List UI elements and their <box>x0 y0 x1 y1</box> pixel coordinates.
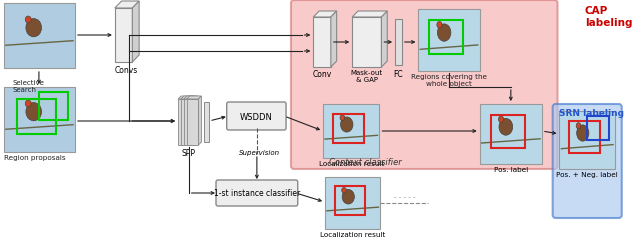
Ellipse shape <box>26 17 31 24</box>
Bar <box>352 18 381 68</box>
Text: CAP
labeling: CAP labeling <box>585 6 632 27</box>
Bar <box>178 100 189 145</box>
Bar <box>419 10 480 72</box>
Bar <box>4 88 75 152</box>
Polygon shape <box>132 2 139 63</box>
Ellipse shape <box>342 188 346 193</box>
Bar <box>184 100 196 145</box>
Text: Localization result: Localization result <box>319 231 385 237</box>
Polygon shape <box>352 12 387 18</box>
Ellipse shape <box>340 117 353 133</box>
Ellipse shape <box>26 19 42 38</box>
Polygon shape <box>115 2 139 9</box>
Polygon shape <box>181 97 196 100</box>
Bar <box>115 9 132 63</box>
Bar <box>181 100 193 145</box>
Text: Context classifier: Context classifier <box>328 158 401 166</box>
Bar <box>204 103 209 142</box>
Bar <box>333 114 364 144</box>
FancyBboxPatch shape <box>553 105 621 218</box>
Bar <box>325 177 380 229</box>
Ellipse shape <box>503 123 511 131</box>
Bar <box>187 100 198 145</box>
Polygon shape <box>187 97 202 100</box>
Bar <box>559 112 615 169</box>
Ellipse shape <box>26 101 31 108</box>
Text: Region proposals: Region proposals <box>4 154 65 160</box>
Ellipse shape <box>342 190 355 204</box>
Polygon shape <box>196 97 198 145</box>
FancyBboxPatch shape <box>227 103 286 131</box>
Bar <box>335 187 365 215</box>
Text: Conv: Conv <box>312 70 332 79</box>
Text: Pos. label: Pos. label <box>493 166 528 172</box>
Text: WSDDN: WSDDN <box>239 112 273 121</box>
Ellipse shape <box>499 119 513 136</box>
Polygon shape <box>381 12 387 68</box>
Ellipse shape <box>26 103 42 121</box>
Text: Localization result: Localization result <box>319 160 384 166</box>
FancyBboxPatch shape <box>216 180 298 206</box>
Polygon shape <box>198 97 202 145</box>
Text: 1-st instance classifier: 1-st instance classifier <box>214 189 300 198</box>
Ellipse shape <box>340 115 345 121</box>
Bar <box>17 99 56 135</box>
Bar <box>314 18 331 68</box>
Polygon shape <box>193 97 196 145</box>
Bar <box>429 21 463 55</box>
Ellipse shape <box>437 25 451 42</box>
Ellipse shape <box>580 130 588 137</box>
Polygon shape <box>184 97 198 100</box>
Bar <box>395 20 402 66</box>
Bar <box>4 4 75 69</box>
Ellipse shape <box>31 24 40 33</box>
Ellipse shape <box>442 29 449 37</box>
Bar <box>40 93 68 120</box>
Bar <box>323 105 380 158</box>
Bar <box>570 122 600 154</box>
Ellipse shape <box>577 125 589 142</box>
Text: Pos. + Neg. label: Pos. + Neg. label <box>556 171 618 177</box>
Bar <box>588 116 609 140</box>
Text: - - - - -: - - - - - <box>394 193 415 199</box>
Text: SPP: SPP <box>182 148 196 158</box>
Text: Supervision: Supervision <box>239 149 280 155</box>
Ellipse shape <box>576 123 581 129</box>
Text: Mask-out
& GAP: Mask-out & GAP <box>351 70 383 83</box>
Bar <box>491 115 525 148</box>
Text: Regions covering the
whole object: Regions covering the whole object <box>410 74 486 87</box>
Text: Selective
Search: Selective Search <box>13 80 45 93</box>
Polygon shape <box>178 97 193 100</box>
Ellipse shape <box>499 117 504 123</box>
Ellipse shape <box>346 194 353 200</box>
Polygon shape <box>189 97 193 145</box>
Text: Convs: Convs <box>115 66 138 75</box>
Ellipse shape <box>437 22 442 29</box>
Text: SRN labeling: SRN labeling <box>559 109 623 117</box>
Polygon shape <box>331 12 337 68</box>
Ellipse shape <box>344 122 352 129</box>
Text: FC: FC <box>393 70 403 79</box>
Polygon shape <box>314 12 337 18</box>
Bar <box>480 105 542 164</box>
FancyBboxPatch shape <box>291 1 557 169</box>
Ellipse shape <box>31 108 40 116</box>
